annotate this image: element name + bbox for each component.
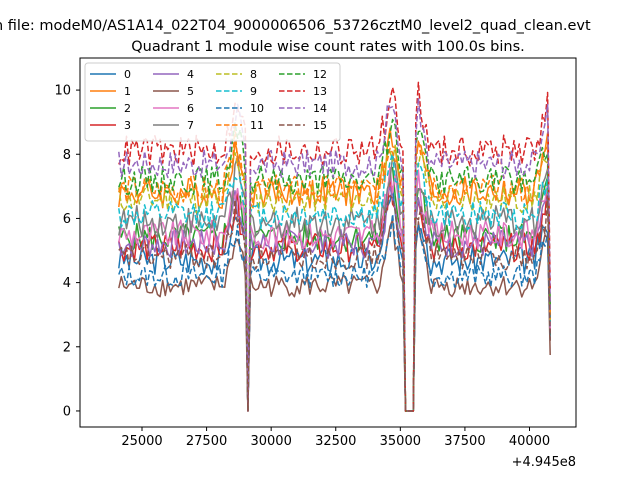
series-line-2 [118,166,551,412]
y-tick-label: 8 [63,148,71,163]
series-line-15 [118,194,551,412]
legend-label-11: 11 [250,119,264,132]
series-line-7 [118,155,551,412]
figure-suptitle: n file: modeM0/AS1A14_022T04_9000006506_… [0,18,591,34]
plot-frame [79,57,577,428]
series-line-9 [118,152,551,412]
x-tick-label: 35000 [380,434,421,449]
series-line-10 [118,213,551,412]
y-tick-label: 0 [63,404,71,419]
legend-label-10: 10 [250,102,264,115]
series-line-8 [118,144,551,412]
y-tick-label: 10 [54,84,71,99]
x-tick-label: 40000 [509,434,550,449]
legend-label-8: 8 [250,68,257,81]
x-tick-label: 32500 [315,434,356,449]
y-tick-label: 6 [63,212,71,227]
x-tick-label: 30000 [250,434,291,449]
legend-label-1: 1 [124,85,131,98]
legend-label-12: 12 [313,68,327,81]
legend-label-6: 6 [187,102,194,115]
x-tick-label: 37500 [444,434,485,449]
legend-label-14: 14 [313,102,327,115]
legend-label-5: 5 [187,85,194,98]
y-axis: 0 2 4 6 8 10 [54,84,80,419]
x-tick-label: 27500 [186,434,227,449]
legend-label-9: 9 [250,85,257,98]
y-tick-label: 4 [63,276,71,291]
legend-label-0: 0 [124,68,131,81]
legend-label-2: 2 [124,102,131,115]
legend-label-15: 15 [313,119,327,132]
y-tick-label: 2 [63,340,71,355]
x-tick-label: 25000 [121,434,162,449]
legend-label-13: 13 [313,85,327,98]
series-line-14 [118,96,551,412]
x-axis-offset-label: +4.945e8 [512,455,576,470]
legend-box [84,62,341,142]
chart-title: Quadrant 1 module wise count rates with … [131,39,525,55]
legend-label-7: 7 [187,119,194,132]
legend-label-3: 3 [124,119,131,132]
legend-label-4: 4 [187,68,194,81]
series-line-12 [118,118,551,412]
x-axis: 25000 27500 30000 32500 35000 37500 40000 [121,427,550,449]
